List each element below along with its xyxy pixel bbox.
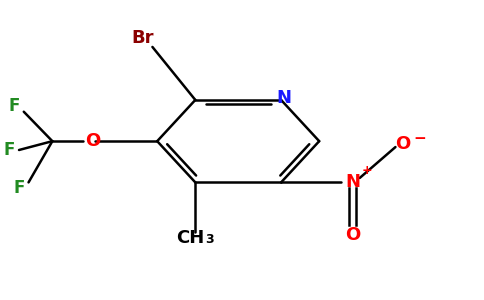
Text: CH: CH: [177, 229, 205, 247]
Text: F: F: [4, 141, 15, 159]
Text: O: O: [85, 132, 101, 150]
Text: F: F: [9, 97, 20, 115]
Text: N: N: [276, 89, 291, 107]
Text: Br: Br: [132, 29, 154, 47]
Text: 3: 3: [205, 233, 214, 246]
Text: F: F: [14, 179, 25, 197]
Text: −: −: [413, 131, 425, 146]
Text: O: O: [395, 135, 410, 153]
Text: N: N: [345, 173, 360, 191]
Text: O: O: [345, 226, 360, 244]
Text: +: +: [362, 164, 372, 177]
